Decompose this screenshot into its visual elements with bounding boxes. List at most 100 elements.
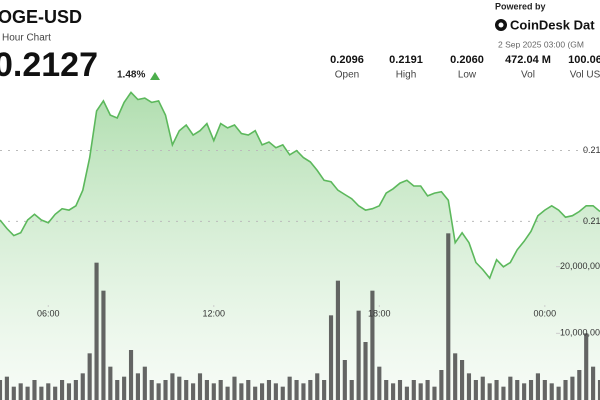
volume-bar (584, 333, 589, 400)
volume-bar (425, 380, 430, 400)
stat-label: Low (458, 70, 477, 81)
volume-bar (466, 373, 472, 400)
volume-bar (177, 376, 182, 400)
volume-bar (515, 380, 520, 400)
change: 1.48% (117, 70, 145, 81)
volume-bar (384, 380, 389, 400)
x-tick-label: 12:00 (203, 308, 226, 318)
volume-bar (53, 386, 58, 400)
volume-bar (94, 262, 99, 400)
volume-bar (11, 386, 16, 400)
volume-bar (211, 383, 216, 400)
volume-bar (487, 383, 492, 400)
volume-bar (287, 376, 292, 400)
price-line (0, 91, 600, 280)
volume-bar (4, 376, 9, 400)
up-arrow (150, 72, 160, 80)
volume-bar (460, 360, 465, 400)
volume-bar (446, 233, 451, 400)
volume-bar (556, 386, 561, 400)
volume-bar (494, 380, 499, 400)
volume-bar (218, 380, 223, 400)
volume-bar (377, 366, 382, 400)
volume-bar (115, 380, 120, 400)
stat-label: Vol (521, 70, 535, 81)
volume-bar (528, 380, 534, 400)
volume-bar (280, 386, 285, 400)
volume-bar (404, 386, 409, 400)
volume-bar (135, 373, 140, 400)
stat-label: Vol US (570, 70, 600, 81)
volume-bar (453, 353, 458, 400)
volume-bar (266, 380, 272, 400)
volume-bar (363, 342, 368, 400)
volume-bar (508, 376, 513, 400)
volume-bar (204, 380, 209, 400)
volume-bar (356, 310, 361, 400)
stat-value: 0.2060 (450, 54, 484, 66)
y2-tick-label: 10,000,000 (560, 328, 600, 338)
volume-bar (308, 380, 313, 400)
stat-label: Open (335, 70, 359, 81)
volume-bar (328, 315, 334, 400)
volume-bar (184, 380, 189, 400)
volume-bar (570, 376, 575, 400)
volume-bar (563, 380, 568, 400)
powered-by: Powered by (495, 1, 546, 11)
volume-bar (397, 380, 403, 400)
volume-bar (260, 383, 265, 400)
volume-bar (46, 383, 51, 400)
volume-bar (156, 383, 161, 400)
volume-bar (163, 380, 168, 400)
volume-bar (273, 383, 278, 400)
stat-value: 472.04 M (505, 54, 551, 66)
volume-bar (342, 360, 347, 400)
volume-bar (80, 373, 85, 400)
volume-bar (501, 386, 506, 400)
stat-label: High (396, 70, 417, 81)
y-tick-label: 0.215 (583, 145, 600, 155)
volume-bar (60, 380, 65, 400)
volume-bar (101, 290, 106, 400)
brand: CoinDesk Dat (510, 17, 595, 32)
volume-bar (522, 383, 527, 400)
volume-bar (370, 290, 375, 400)
volume-bar (39, 386, 44, 400)
volume-bar (542, 380, 547, 400)
volume-bar (349, 380, 354, 400)
volume-bar (253, 386, 258, 400)
volume-bar (225, 386, 230, 400)
x-tick-label: 00:00 (534, 308, 557, 318)
volume-bar (0, 380, 3, 400)
volume-bar (246, 380, 251, 400)
logo-icon-hole (498, 22, 504, 28)
volume-bar (418, 383, 423, 400)
plot: 0.21 0.215 10,000,000 20,000,000 06:00 12:00 1… (0, 91, 600, 400)
volume-bar (73, 380, 78, 400)
volume-bar (149, 380, 154, 400)
volume-bar (32, 380, 37, 400)
volume-bar (549, 383, 554, 400)
volume-bar (315, 373, 320, 400)
volume-bar (411, 380, 416, 400)
header: OGE-USD Hour Chart 0.2127 1.48% Powered … (0, 1, 600, 84)
volume-bar (473, 380, 478, 400)
volume-bar (480, 376, 485, 400)
volume-bar (232, 376, 237, 400)
volume-bar (87, 353, 92, 400)
x-tick-label: 18:00 (368, 308, 391, 318)
volume-bar (294, 380, 299, 400)
volume-bar (108, 366, 113, 400)
volume-bar (577, 370, 582, 400)
y-tick-label: 0.21 (583, 216, 600, 226)
volume-bar (432, 386, 437, 400)
date: 2 Sep 2025 03:00 (GM (498, 39, 584, 49)
volume-bar (597, 380, 600, 400)
stat-value: 100.06 (568, 54, 600, 66)
volume-bar (122, 376, 127, 400)
volume-bar (142, 366, 147, 400)
volume-bar (301, 383, 306, 400)
volume-bar (128, 350, 134, 400)
stat-value: 0.2191 (389, 54, 423, 66)
